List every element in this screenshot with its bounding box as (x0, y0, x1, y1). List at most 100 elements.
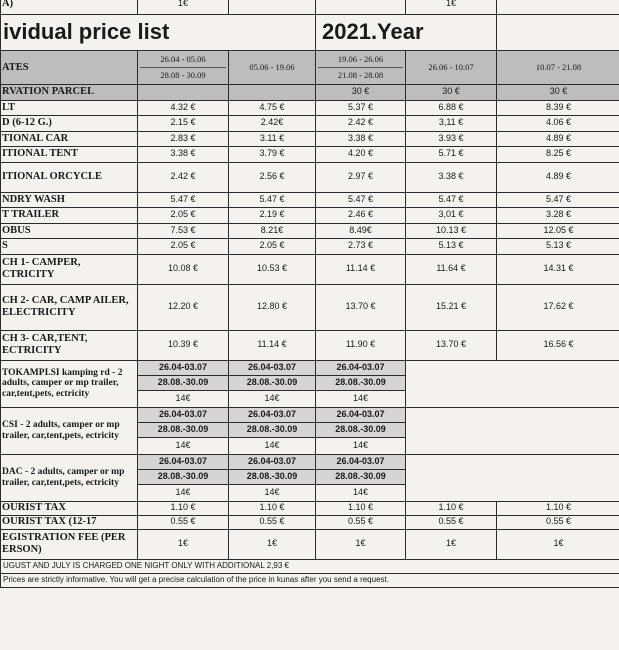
row-label: ITIONAL TENT (0, 146, 138, 163)
tax-cell: 1€ (315, 528, 406, 560)
dates-row: ATES 26.04 - 05.06 28.08 - 30.09 05.06 - … (0, 50, 619, 85)
package-cell: 14€ (228, 389, 316, 408)
package-cell: 26.04-03.07 (315, 406, 406, 423)
price-cell: 3.38 € (315, 130, 406, 147)
package-cell: 28.08.-30.09 (315, 421, 406, 438)
price-cell: 3,01 € (405, 207, 497, 224)
period-1: 05.06 - 19.06 (228, 50, 316, 85)
package-cell: 28.08.-30.09 (228, 468, 316, 485)
price-cell: 3.38 € (405, 161, 497, 193)
package-cell: 14€ (137, 436, 229, 455)
price-cell: 2.05 € (228, 238, 316, 255)
price-cell: 2.46 € (315, 207, 406, 224)
tax-label: OURIST TAX (0, 500, 138, 516)
package-row: 28.08.-30.09 28.08.-30.09 28.08.-30.09 (1, 468, 619, 485)
price-cell: 15.21 € (405, 283, 497, 331)
top-cell-4: 1€ (405, 0, 497, 15)
footnote: UGUST AND JULY IS CHARGED ONE NIGHT ONLY… (0, 558, 619, 574)
row-label: T TRAILER (0, 207, 138, 224)
row-label: TIONAL CAR (0, 130, 138, 147)
tax-row: OURIST TAX 1.10 €1.10 €1.10 €1.10 €1.10 € (0, 500, 619, 516)
package-cell: 26.04-03.07 (228, 359, 316, 376)
package-cell: 14€ (137, 389, 229, 408)
price-cell: 10.08 € (137, 253, 229, 285)
table-row: RVATION PARCEL 30 €30 €30 € (0, 84, 619, 101)
package-cell: 28.08.-30.09 (137, 374, 229, 391)
tax-cell: 0.55 € (496, 514, 619, 530)
price-cell: 16.56 € (496, 329, 619, 361)
tax-cell: 0.55 € (137, 514, 229, 530)
top-cell-2 (228, 0, 316, 15)
price-cell: 14.31 € (496, 253, 619, 285)
price-cell: 5.47 € (137, 191, 229, 208)
package-row: 28.08.-30.09 28.08.-30.09 28.08.-30.09 (1, 421, 619, 438)
price-cell: 12.05 € (496, 222, 619, 239)
package-cell: 14€ (137, 483, 229, 502)
price-cell: 3,11 € (405, 115, 497, 132)
tax-cell: 1.10 € (496, 500, 619, 516)
price-cell: 8.39 € (496, 99, 619, 116)
package-cell: 26.04-03.07 (137, 359, 229, 376)
table-row: CH 3- CAR,TENT, ECTRICITY 10.39 €11.14 €1… (0, 329, 619, 361)
title-row: ividual price list 2021.Year (0, 14, 619, 51)
price-cell: 2.42 € (137, 161, 229, 193)
year-title: 2021.Year (315, 14, 497, 51)
package-cell: 14€ (315, 389, 406, 408)
table-row: CH 1- CAMPER, CTRICITY 10.08 €10.53 €11.1… (0, 253, 619, 285)
price-cell: 10.13 € (405, 222, 497, 239)
price-cell: 2.05 € (137, 238, 229, 255)
tax-cell: 1.10 € (137, 500, 229, 516)
price-cell (228, 84, 316, 101)
table-row: TIONAL CAR 2.83 €3.11 €3.38 €3.93 €4.89 € (0, 130, 619, 147)
price-cell: 8.49€ (315, 222, 406, 239)
period-4: 10.07 - 21.08 (496, 50, 619, 85)
tax-cell: 1€ (228, 528, 316, 560)
price-cell: 5.13 € (405, 238, 497, 255)
package-cell: 26.04-03.07 (137, 453, 229, 470)
table-row: OBUS 7.53 €8.21€ 8.49€ 10.13 €12.05 € (0, 222, 619, 239)
price-cell: 6.88 € (405, 99, 497, 116)
price-cell: 7.53 € (137, 222, 229, 239)
price-cell: 3.79 € (228, 146, 316, 163)
package-cell: 14€ (228, 436, 316, 455)
tax-row: OURIST TAX (12-17 0.55 €0.55 €0.55 €0.55 … (0, 514, 619, 530)
price-cell: 3.93 € (405, 130, 497, 147)
package-cell: 14€ (228, 483, 316, 502)
tax-row: EGISTRATION FEE (PER ERSON) 1€ 1€ 1€ 1€ 1€ (0, 528, 619, 560)
price-cell: 4.32 € (137, 99, 229, 116)
package-cell: 28.08.-30.09 (315, 374, 406, 391)
price-cell: 10.53 € (228, 253, 316, 285)
table-row: T TRAILER 2.05 €2.19 €2.46 €3,01 €3.28 € (0, 207, 619, 224)
price-cell: 2.15 € (137, 115, 229, 132)
package-cell: 14€ (315, 483, 406, 502)
tax-cell: 1.10 € (228, 500, 316, 516)
price-cell: 2.05 € (137, 207, 229, 224)
row-label: OBUS (0, 222, 138, 239)
table-row: S 2.05 €2.05 €2.73 €5.13 €5.13 € (0, 238, 619, 255)
price-cell: 3.28 € (496, 207, 619, 224)
package-label: DAC - 2 adults, camper or mp trailer, ca… (0, 453, 138, 502)
footnote-row: UGUST AND JULY IS CHARGED ONE NIGHT ONLY… (0, 558, 619, 574)
tax-label: EGISTRATION FEE (PER ERSON) (0, 528, 138, 560)
price-cell: 4.06 € (496, 115, 619, 132)
price-cell: 11.14 € (315, 253, 406, 285)
package-row: 14€ 14€ 14€ (1, 389, 619, 408)
row-label: CH 2- CAR, CAMP AILER, ELECTRICITY (0, 283, 138, 331)
row-label: D (6-12 g.) (0, 115, 138, 132)
price-cell: 17.62 € (496, 283, 619, 331)
price-cell: 11.64 € (405, 253, 497, 285)
footnote: Prices are strictly informative. You wil… (0, 572, 619, 588)
top-cell-1: 1€ (137, 0, 229, 15)
price-cell: 5.37 € (315, 99, 406, 116)
price-cell: 30 € (496, 84, 619, 101)
tax-cell: 1.10 € (315, 500, 406, 516)
package-row: CSI - 2 adults, camper or mp trailer, ca… (0, 406, 619, 455)
price-cell: 3.11 € (228, 130, 316, 147)
package-blank (405, 406, 619, 455)
price-cell: 5.47 € (228, 191, 316, 208)
package-cell: 26.04-03.07 (228, 406, 316, 423)
period-2: 19.06 - 26.06 21.08 - 28.08 (315, 50, 406, 85)
tax-cell: 0.55 € (228, 514, 316, 530)
price-cell: 11.14 € (228, 329, 316, 361)
